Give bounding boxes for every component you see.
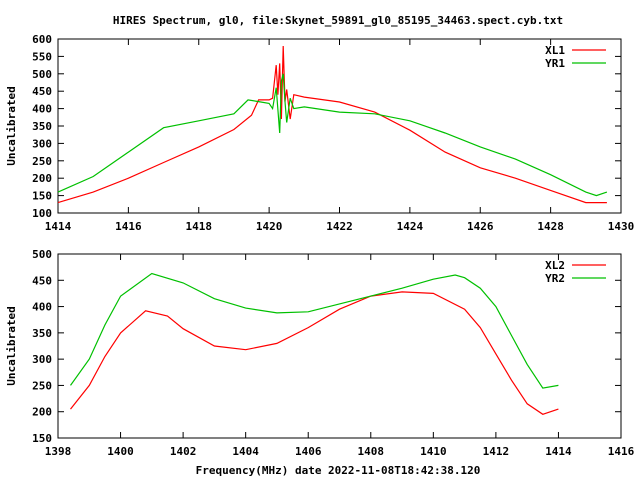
x-tick-label: 1410: [420, 445, 447, 458]
x-axis-label: Frequency(MHz) date 2022-11-08T18:42:38.…: [196, 464, 481, 477]
series-line-xl2: [70, 291, 559, 415]
x-tick-label: 1426: [467, 220, 494, 233]
x-tick-label: 1414: [545, 445, 572, 458]
y-tick-label: 250: [32, 379, 52, 392]
x-tick-label: 1402: [170, 445, 197, 458]
legend-label-xl1: XL1: [545, 44, 565, 57]
x-tick-label: 1418: [186, 220, 213, 233]
x-tick-label: 1408: [358, 445, 385, 458]
y-tick-label: 150: [32, 190, 52, 203]
y-tick-label: 450: [32, 85, 52, 98]
y-tick-label: 350: [32, 120, 52, 133]
x-tick-label: 1404: [232, 445, 259, 458]
y-tick-label: 100: [32, 207, 52, 220]
chart-title: HIRES Spectrum, gl0, file:Skynet_59891_g…: [113, 14, 563, 27]
y-tick-label: 400: [32, 301, 52, 314]
y-tick-label: 550: [32, 50, 52, 63]
x-tick-label: 1430: [608, 220, 635, 233]
y-axis-label: Uncalibrated: [5, 86, 18, 165]
y-tick-label: 200: [32, 406, 52, 419]
x-tick-label: 1424: [397, 220, 424, 233]
plot-frame: [57, 38, 622, 214]
series-line-yr1: [57, 73, 608, 197]
y-tick-label: 300: [32, 353, 52, 366]
y-tick-label: 500: [32, 68, 52, 81]
y-tick-label: 400: [32, 103, 52, 116]
x-tick-label: 1420: [256, 220, 283, 233]
x-tick-label: 1428: [537, 220, 564, 233]
y-tick-label: 450: [32, 274, 52, 287]
y-axis-label: Uncalibrated: [5, 306, 18, 385]
y-tick-label: 250: [32, 155, 52, 168]
x-tick-label: 1416: [608, 445, 635, 458]
y-tick-label: 500: [32, 248, 52, 261]
plot-1: 1414 1416 1418 1420 1422 1424 1426 1428 1430 100 1…: [5, 33, 634, 233]
legend-label-xl2: XL2: [545, 259, 565, 272]
x-tick-label: 1398: [45, 445, 72, 458]
x-tick-label: 1422: [326, 220, 353, 233]
x-tick-label: 1406: [295, 445, 322, 458]
legend-label-yr2: YR2: [545, 272, 565, 285]
x-tick-label: 1416: [115, 220, 142, 233]
series-line-yr2: [70, 272, 559, 389]
y-tick-label: 350: [32, 327, 52, 340]
y-tick-label: 150: [32, 432, 52, 445]
plot-frame: [57, 253, 622, 439]
legend-label-yr1: YR1: [545, 57, 565, 70]
y-tick-label: 300: [32, 137, 52, 150]
plot-2: 1398 1400 1402 1404 1406 1408 1410 1412 1414 1416…: [5, 248, 635, 458]
x-tick-label: 1412: [483, 445, 510, 458]
x-tick-label: 1414: [45, 220, 72, 233]
y-tick-label: 600: [32, 33, 52, 46]
y-tick-label: 200: [32, 172, 52, 185]
series-line-xl1: [57, 45, 607, 204]
x-tick-label: 1400: [107, 445, 134, 458]
